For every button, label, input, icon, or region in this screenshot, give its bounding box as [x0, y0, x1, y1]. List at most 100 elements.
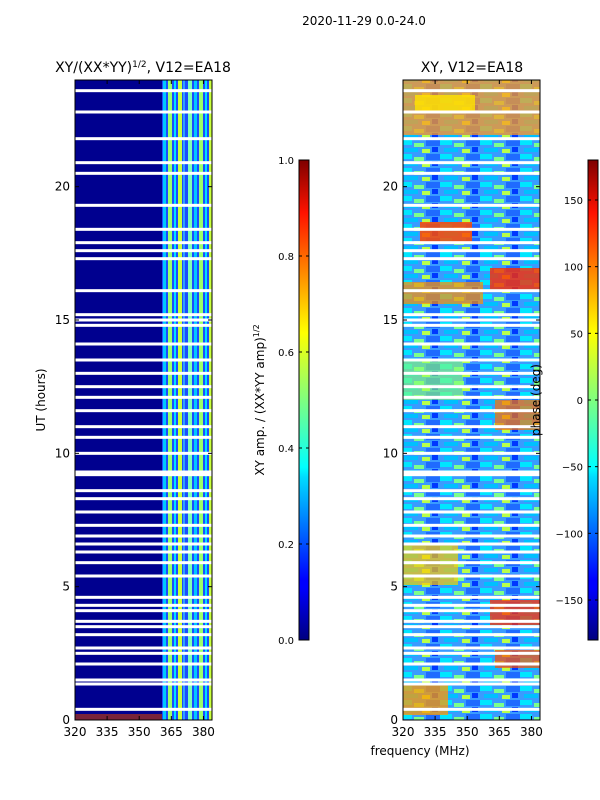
phase-patch-11h-right	[495, 400, 540, 430]
colorbar-right: −150 −100 −50 0 50 100 150	[556, 159, 599, 641]
colorbar-left: 0.0 0.2 0.4 0.6 0.8 1.0 XY amp. / (XX*YY amp)…	[252, 156, 310, 647]
colorbar-tick-label: 0	[577, 396, 583, 407]
colorbar-tick-label: −100	[556, 529, 583, 540]
flagged-gap-row	[75, 609, 212, 613]
flagged-gap-row	[75, 678, 212, 682]
flagged-gap-row	[75, 318, 212, 322]
left-y-ticks: 0 5 10 15 20	[55, 180, 212, 727]
flagged-gap-row	[75, 110, 212, 114]
flagged-gap-row	[403, 289, 540, 293]
flagged-gap-row	[75, 574, 212, 578]
flagged-gap-row	[403, 257, 540, 261]
flagged-gap-row	[75, 595, 212, 599]
colorbar-tick-label: 150	[564, 196, 583, 207]
left-heatmap-highband	[162, 80, 212, 720]
flagged-gap-row	[403, 203, 540, 207]
flagged-gap-row	[403, 395, 540, 399]
y-tick-label: 15	[55, 313, 70, 327]
flagged-gap-row	[75, 510, 212, 514]
phase-patch-17h-right	[490, 268, 540, 290]
flagged-gap-row	[75, 227, 212, 231]
flagged-gap-row	[403, 473, 540, 477]
flagged-gap-row	[403, 161, 540, 165]
figure-x-label: frequency (MHz)	[370, 744, 469, 758]
flagged-gap-row	[403, 603, 540, 607]
colorbar-tick-label: 0.8	[278, 252, 294, 263]
flagged-gap-row	[403, 313, 540, 317]
x-tick-label: 380	[192, 725, 215, 739]
figure-suptitle: 2020-11-29 0.0-24.0	[302, 14, 426, 28]
x-tick-label: 320	[392, 725, 415, 739]
y-tick-label: 20	[383, 180, 398, 194]
left-colorbar-ticks: 0.0 0.2 0.4 0.6 0.8 1.0	[278, 156, 309, 647]
right-axes-frame	[402, 79, 541, 721]
flagged-gap-row	[75, 682, 212, 686]
x-tick-label: 350	[456, 725, 479, 739]
flagged-gap-row	[75, 203, 212, 207]
flagged-gap-row	[403, 662, 540, 666]
flagged-gap-row	[75, 523, 212, 527]
phase-patch-13h	[403, 360, 463, 400]
colorbar-tick-label: 0.2	[278, 540, 294, 551]
flagged-gap-row	[403, 574, 540, 578]
y-tick-label: 15	[383, 313, 398, 327]
y-tick-label: 10	[383, 446, 398, 460]
colorbar-tick-label: 0.6	[278, 348, 294, 359]
flagged-gap-row	[75, 451, 212, 455]
flagged-gap-row	[403, 470, 540, 474]
flagged-gap-row	[403, 542, 540, 546]
flagged-gap-row	[403, 435, 540, 439]
flagged-gap-row	[403, 489, 540, 493]
flagged-gap-row	[75, 257, 212, 261]
flagged-gap-row	[75, 171, 212, 175]
phase-patch-18h	[420, 222, 472, 242]
colorbar-tick-label: 50	[570, 329, 583, 340]
x-tick-label: 380	[520, 725, 543, 739]
flagged-gap-row	[403, 497, 540, 501]
flagged-gap-row	[403, 358, 540, 362]
flagged-gap-row	[403, 371, 540, 375]
right-panel-title: XY, V12=EA18	[421, 60, 523, 76]
colorbar-tick-label: −150	[556, 596, 583, 607]
flagged-gap-row	[75, 646, 212, 650]
flagged-gap-row	[75, 385, 212, 389]
flagged-gap-row	[403, 409, 540, 413]
flagged-gap-row	[75, 409, 212, 413]
flagged-gap-row	[75, 489, 212, 493]
flagged-gap-row	[403, 707, 540, 711]
flagged-gap-row	[75, 497, 212, 501]
x-tick-label: 335	[96, 725, 119, 739]
flagged-gap-row	[403, 523, 540, 527]
flagged-gap-row	[75, 534, 212, 538]
colorbar-tick-label: 0.4	[278, 444, 294, 455]
flagged-gap-row	[75, 561, 212, 565]
flagged-gap-row	[75, 470, 212, 474]
flagged-gap-row	[75, 603, 212, 607]
flagged-gap-row	[403, 385, 540, 389]
flagged-gap-row	[403, 510, 540, 514]
flagged-gap-row	[75, 323, 212, 327]
flagged-gap-row	[75, 651, 212, 655]
flagged-gap-row	[403, 342, 540, 346]
flagged-gap-row	[403, 425, 540, 429]
x-tick-label: 365	[160, 725, 183, 739]
right-y-ticks: 0 5 10 15 20	[383, 180, 540, 727]
left-panel-title: XY/(XX*YY)1/2, V12=EA18	[55, 60, 231, 76]
flagged-gap-row	[403, 678, 540, 682]
flagged-gap-row	[75, 89, 212, 93]
flagged-gap-row	[75, 358, 212, 362]
left-colorbar-label: XY amp. / (XX*YY amp)1/2	[252, 324, 267, 475]
y-tick-label: 0	[390, 713, 398, 727]
flagged-gap-row	[75, 371, 212, 375]
left-colorbar-gradient	[298, 159, 310, 641]
y-tick-label: 20	[55, 180, 70, 194]
flagged-gap-row	[403, 625, 540, 629]
flagged-gap-row	[75, 137, 212, 141]
x-tick-label: 335	[424, 725, 447, 739]
right-heatmap-gaps	[403, 89, 540, 711]
flagged-gap-row	[403, 619, 540, 623]
left-heatmap-edge-band	[75, 714, 162, 720]
left-x-ticks: 320 335 350 365 380	[64, 80, 215, 739]
flagged-gap-row	[403, 561, 540, 565]
